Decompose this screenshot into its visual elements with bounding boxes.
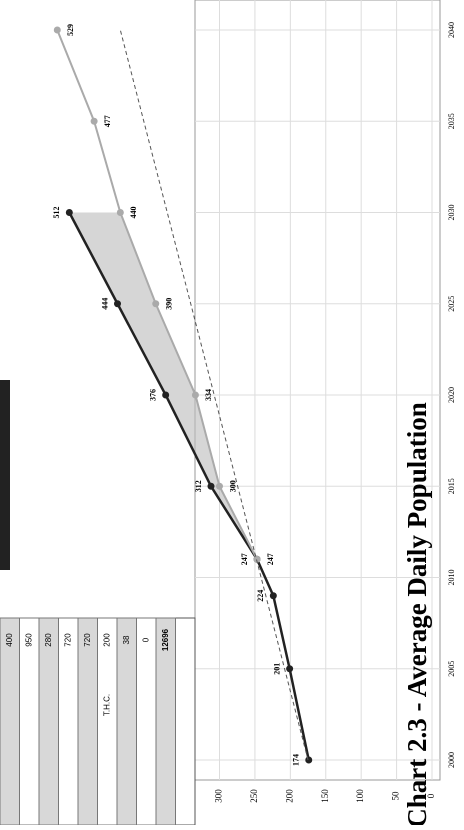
data-label: 201 [272, 663, 281, 675]
dark-bar [0, 380, 10, 570]
data-label: 334 [204, 389, 213, 401]
table-cell [38, 617, 59, 826]
x-tick-label: 2025 [447, 296, 456, 312]
table-cell [77, 617, 98, 826]
data-point [253, 555, 261, 563]
x-tick-label: 2040 [447, 22, 456, 38]
data-label: 390 [165, 298, 174, 310]
x-tick-label: 2015 [447, 478, 456, 494]
table-cell [19, 617, 40, 826]
y-tick-label: 50 [391, 791, 401, 801]
data-point [207, 482, 215, 490]
data-point [152, 300, 160, 308]
marks: 174 201 224 247 312 376 444 512 247 300 334 390 440 4… [52, 24, 313, 766]
data-label: 247 [266, 553, 275, 565]
table-note: T.H.C. [102, 694, 111, 716]
grid: 0 50 100 150 200 250 300 2000 2005 2010 2015 2020 20… [195, 0, 456, 803]
y-tick-label: 150 [320, 789, 330, 803]
data-point [305, 756, 313, 764]
data-point [90, 117, 98, 125]
data-point [114, 300, 121, 308]
table-value: 720 [83, 633, 92, 647]
table-cell [116, 617, 137, 826]
table-value: 0 [141, 637, 150, 642]
data-point [286, 665, 294, 673]
table-value: 280 [44, 633, 53, 647]
x-tick-label: 2035 [447, 113, 456, 129]
y-tick-label: 100 [355, 789, 365, 803]
data-label: 376 [148, 389, 157, 401]
data-label: 300 [228, 480, 237, 492]
data-point [53, 26, 61, 34]
data-label: 512 [52, 207, 61, 219]
chart-title: Chart 2.3 - Average Daily Population [402, 402, 432, 825]
data-label: 247 [240, 553, 249, 565]
y-tick-label: 300 [214, 789, 224, 803]
table-value: 720 [63, 633, 72, 647]
data-label: 440 [129, 207, 138, 219]
table-value: 950 [24, 633, 33, 647]
series-line [56, 29, 258, 560]
x-tick-label: 2005 [447, 661, 456, 677]
table: 400 950 280 720 720 200 T.H.C. 38 0 12696 [0, 617, 196, 826]
data-label: 529 [66, 24, 75, 36]
data-point [116, 209, 124, 216]
data-point [269, 592, 277, 600]
y-tick-label: 200 [284, 789, 294, 803]
x-tick-label: 2030 [447, 205, 456, 221]
data-label: 477 [103, 115, 112, 127]
x-tick-label: 2000 [447, 752, 456, 768]
table-value: 12696 [161, 628, 170, 651]
x-tick-label: 2020 [447, 387, 456, 403]
plot-frame [194, 0, 441, 781]
y-tick-label: 250 [249, 789, 259, 803]
table-cell [58, 617, 79, 826]
table-value: 38 [122, 635, 131, 644]
data-point [65, 209, 73, 216]
table-value: 200 [102, 633, 111, 647]
data-point [216, 482, 223, 490]
table-cell [136, 617, 157, 826]
data-point [191, 391, 199, 399]
data-label: 224 [256, 590, 265, 602]
table-value: 400 [5, 633, 14, 647]
data-point [162, 391, 170, 399]
table-cell [0, 617, 20, 826]
y-tick-label: 0 [426, 793, 436, 798]
data-label: 312 [194, 480, 203, 492]
table-cell [97, 617, 118, 826]
x-tick-label: 2010 [447, 570, 456, 586]
data-label: 444 [100, 298, 109, 310]
data-label: 174 [292, 754, 301, 766]
series-line [68, 211, 310, 761]
